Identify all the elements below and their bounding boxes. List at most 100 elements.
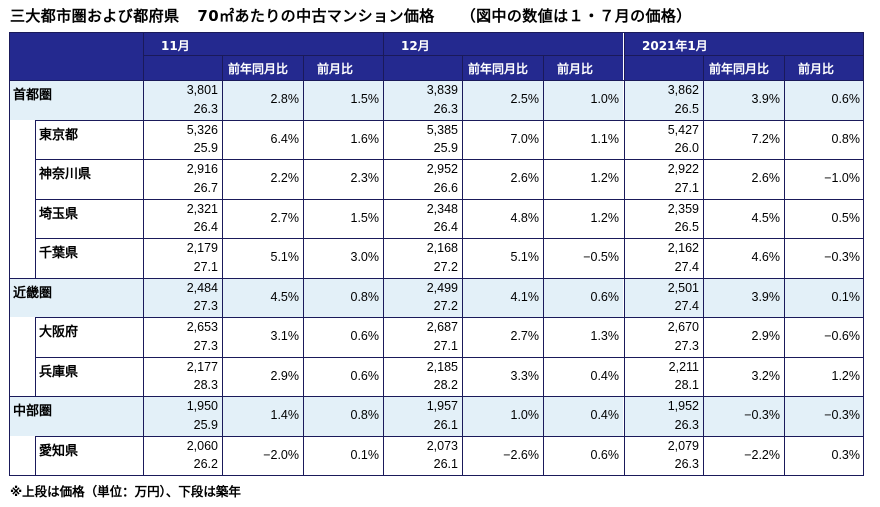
mom-value: 0.3% xyxy=(831,447,861,462)
age-value: 27.3 xyxy=(193,299,218,314)
prefecture-name: 千葉県 xyxy=(39,246,79,261)
grid-line xyxy=(624,55,864,56)
title-region: 三大都市圏および都府県 xyxy=(10,7,180,25)
grid-line xyxy=(35,435,864,437)
price-cell: 2,185 xyxy=(383,357,462,378)
price-value: 2,653 xyxy=(186,320,218,334)
mom-value: 0.6% xyxy=(590,289,620,304)
mom-cell: 1.5% xyxy=(303,198,383,238)
yoy-cell: 1.4% xyxy=(222,396,303,436)
age-cell: 26.2 xyxy=(143,455,222,475)
age-value: 26.6 xyxy=(433,180,458,195)
region-name: 近畿圏 xyxy=(13,285,53,301)
age-cell: 26.4 xyxy=(383,218,462,238)
title-note: （図中の数値は１・７月の価格） xyxy=(460,7,692,25)
price-cell: 5,427 xyxy=(624,120,703,141)
age-value: 26.5 xyxy=(674,101,699,116)
grid-line xyxy=(35,356,36,396)
yoy-cell: 4.6% xyxy=(703,238,784,278)
price-cell: 2,073 xyxy=(383,436,462,457)
period-label: 12月 xyxy=(401,39,430,53)
mom-cell: 0.6% xyxy=(543,435,623,475)
yoy-cell: 3.9% xyxy=(703,80,784,120)
mom-value: −0.6% xyxy=(824,329,860,343)
yoy-value: 2.9% xyxy=(751,329,781,343)
grid-line xyxy=(35,317,36,357)
age-value: 27.3 xyxy=(674,338,699,353)
price-value: 2,952 xyxy=(426,162,458,176)
price-value: 2,359 xyxy=(667,201,699,216)
row-label: 埼玉県 xyxy=(35,198,143,238)
grid-line xyxy=(9,80,864,81)
mom-cell: 0.3% xyxy=(784,435,864,475)
row-indent xyxy=(9,238,35,278)
price-cell: 2,484 xyxy=(143,278,222,299)
age-cell: 27.3 xyxy=(624,336,703,357)
row-label: 兵庫県 xyxy=(35,356,143,396)
age-cell: 27.1 xyxy=(624,178,703,199)
yoy-value: 2.5% xyxy=(510,92,540,106)
grid-line xyxy=(143,55,383,56)
grid-line xyxy=(9,32,864,33)
price-value: 2,162 xyxy=(667,241,699,255)
mom-cell: −0.5% xyxy=(543,238,623,278)
age-value: 26.4 xyxy=(433,220,458,235)
age-value: 25.9 xyxy=(193,417,218,432)
mom-value: −0.3% xyxy=(824,408,860,422)
prefecture-name: 兵庫県 xyxy=(39,364,79,380)
mom-cell: −0.6% xyxy=(784,317,864,357)
yoy-cell: 4.5% xyxy=(703,198,784,238)
price-cell: 2,687 xyxy=(383,318,462,338)
grid-line xyxy=(784,55,785,475)
yoy-value: 6.4% xyxy=(270,131,300,146)
age-cell: 28.3 xyxy=(143,376,222,396)
grid-line xyxy=(462,55,463,475)
mom-cell: 0.5% xyxy=(784,198,864,238)
mom-cell: −0.3% xyxy=(784,238,864,278)
price-value: 2,916 xyxy=(186,162,218,176)
mom-cell: 0.6% xyxy=(543,277,623,317)
grid-line xyxy=(35,159,36,199)
grid-line xyxy=(543,55,544,475)
price-value: 2,670 xyxy=(667,320,699,334)
age-cell: 26.3 xyxy=(143,99,222,120)
mom-cell: 0.4% xyxy=(543,356,623,396)
age-cell: 26.0 xyxy=(624,139,703,159)
price-cell: 2,079 xyxy=(624,436,703,457)
mom-value: 0.4% xyxy=(590,408,620,422)
price-value: 2,177 xyxy=(186,359,218,374)
grid-line xyxy=(863,32,864,475)
age-value: 27.1 xyxy=(674,180,699,195)
mom-cell: 0.6% xyxy=(303,317,383,357)
yoy-cell: −2.0% xyxy=(222,435,303,475)
row-label: 首都圏 xyxy=(9,80,143,120)
header-blank xyxy=(143,55,222,80)
mom-value: 0.8% xyxy=(350,289,380,304)
age-cell: 25.9 xyxy=(143,415,222,436)
mom-cell: 1.5% xyxy=(303,80,383,120)
yoy-value: −2.6% xyxy=(503,447,539,462)
price-cell: 2,501 xyxy=(624,278,703,299)
mom-value: −0.3% xyxy=(824,250,860,264)
age-value: 26.2 xyxy=(193,457,218,472)
mom-value: 3.0% xyxy=(350,250,380,264)
mom-cell: −1.0% xyxy=(784,159,864,199)
mom-cell: 0.1% xyxy=(784,277,864,317)
price-value: 3,839 xyxy=(426,83,458,97)
yoy-value: 2.6% xyxy=(751,171,781,185)
age-cell: 26.4 xyxy=(143,218,222,238)
age-value: 26.3 xyxy=(674,417,699,432)
age-value: 27.4 xyxy=(674,299,699,314)
yoy-value: 2.9% xyxy=(270,368,300,383)
price-value: 2,484 xyxy=(186,280,218,295)
prefecture-name: 大阪府 xyxy=(39,325,79,340)
mom-label: 前月比 xyxy=(798,62,835,76)
yoy-value: 2.7% xyxy=(510,329,540,343)
mom-value: 0.6% xyxy=(831,92,861,106)
yoy-value: 4.1% xyxy=(510,289,540,304)
age-value: 26.0 xyxy=(674,141,699,156)
price-value: 2,079 xyxy=(667,438,699,453)
grid-line xyxy=(35,238,864,239)
age-value: 26.3 xyxy=(193,101,218,116)
header-period: 11月 xyxy=(143,32,383,55)
